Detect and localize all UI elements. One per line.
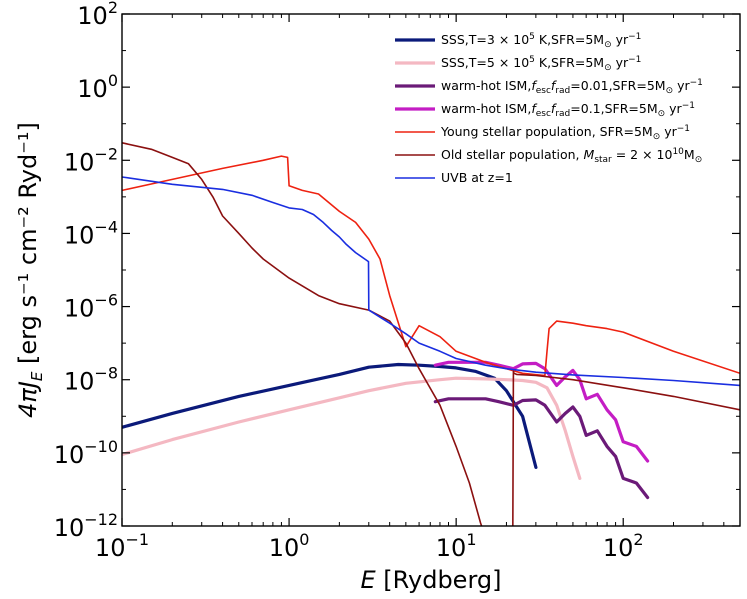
series-line-6: [122, 176, 740, 387]
series-line-1: [122, 376, 582, 480]
y-axis-label: 4πJE [erg s⁻¹ cm⁻² Ryd⁻¹]: [14, 122, 46, 418]
x-tick-label: 10−1: [95, 530, 149, 562]
y-tick-label: 10−2: [64, 144, 118, 176]
y-tick-label: 100: [77, 71, 118, 103]
y-tick-label: 10−6: [64, 291, 118, 323]
y-axis-label-rest: [erg s⁻¹ cm⁻² Ryd⁻¹]: [14, 122, 42, 371]
y-axis-label-sub: E: [28, 371, 46, 381]
x-axis-label-italic: E: [360, 566, 376, 594]
y-tick-label: 102: [77, 0, 118, 30]
x-axis-label: E [Rydberg]: [360, 566, 501, 594]
x-tick-label: 100: [269, 530, 310, 562]
x-tick-label: 101: [436, 530, 477, 562]
tick-layer: 10−1 100 101 102 10−12 10−10 10−8 10−6 10−4 10−2 1…: [54, 0, 741, 562]
legend-label-4: Young stellar population, SFR=5M⊙ yr−1: [440, 124, 690, 142]
legend-label-5: Old stellar population, Mstar = 2 × 1010…: [441, 147, 702, 165]
legend-label-1: SSS,T=5 × 105 K,SFR=5M⊙ yr−1: [441, 55, 641, 73]
series-line-0: [122, 362, 538, 469]
series-layer: [122, 142, 740, 526]
series-line-4: [122, 155, 740, 377]
legend-label-6: UVB at z=1: [441, 170, 513, 185]
y-axis-label-italic: 4πJ: [14, 381, 42, 418]
x-axis-label-rest: [Rydberg]: [376, 566, 502, 594]
series-line-2: [433, 397, 650, 500]
legend-label-0: SSS,T=3 × 105 K,SFR=5M⊙ yr−1: [441, 32, 641, 50]
x-tick-label: 102: [603, 530, 644, 562]
legend-label-3: warm-hot ISM,fescfrad=0.1,SFR=5M⊙ yr−1: [441, 101, 695, 119]
y-tick-label: 10−12: [54, 510, 118, 542]
legend-label-2: warm-hot ISM,fescfrad=0.01,SFR=5M⊙ yr−1: [441, 78, 703, 96]
series-line-5: [122, 142, 740, 526]
y-tick-label: 10−4: [64, 217, 118, 249]
legend: SSS,T=3 × 105 K,SFR=5M⊙ yr−1 SSS,T=5 × 10…: [395, 32, 703, 185]
y-tick-label: 10−8: [64, 364, 118, 396]
y-tick-label: 10−10: [54, 437, 118, 469]
